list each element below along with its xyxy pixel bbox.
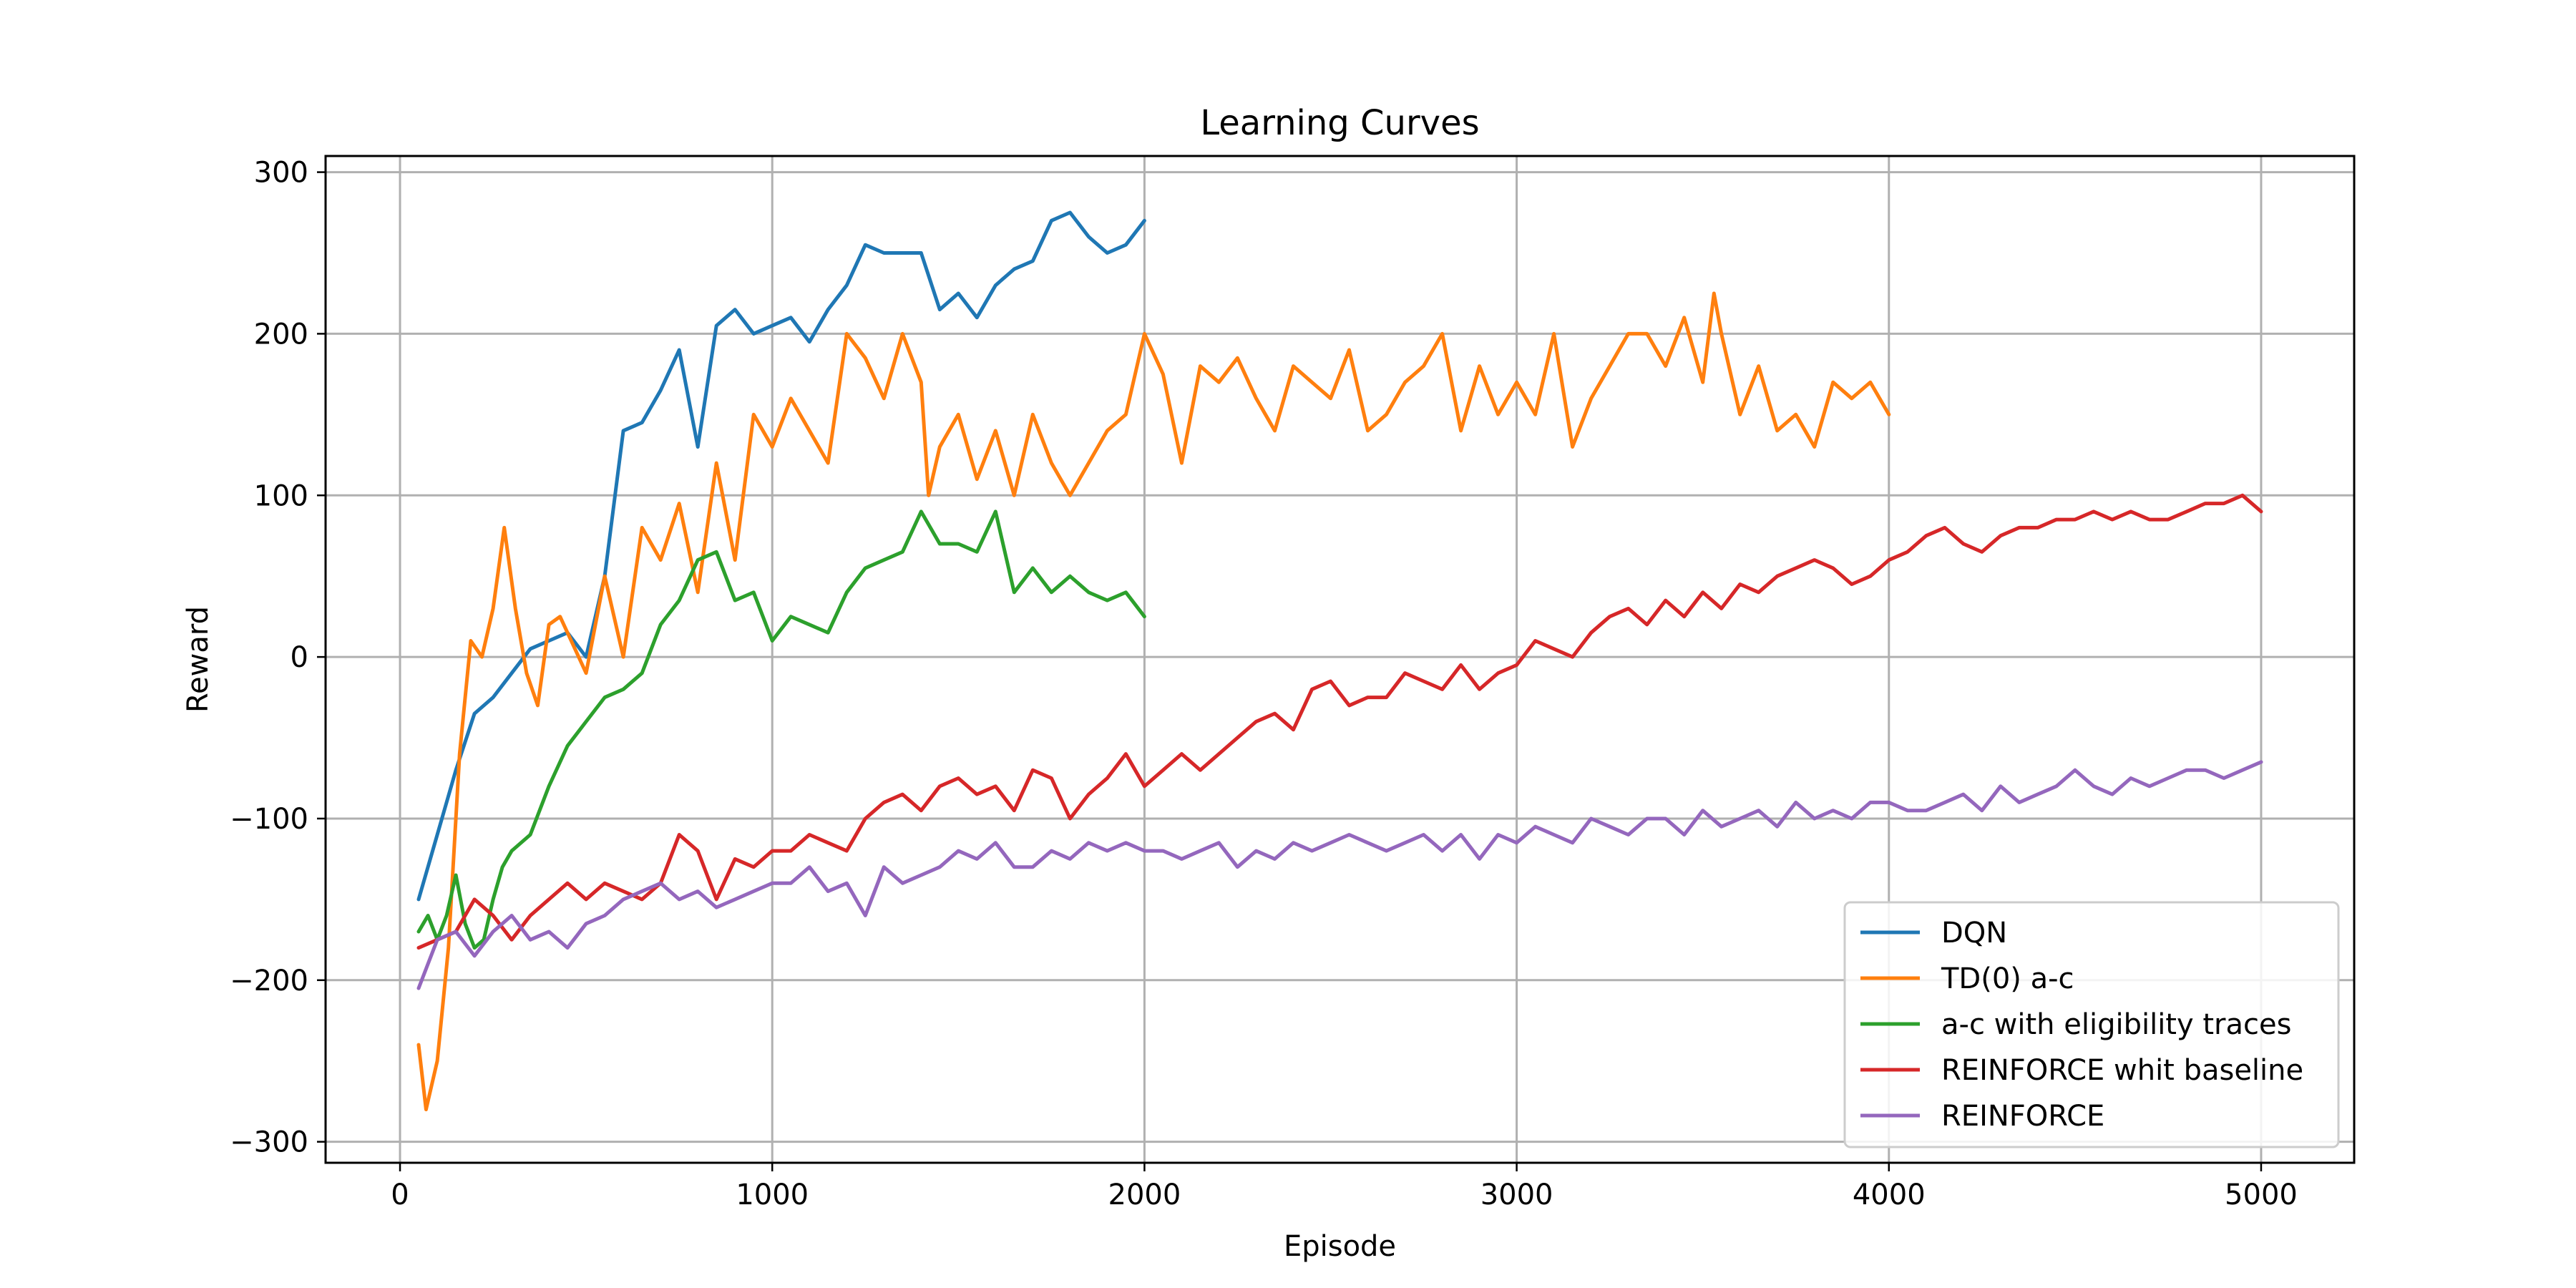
legend: DQN TD(0) a-c a-c with eligibility traces R… bbox=[1843, 901, 2340, 1148]
legend-label: REINFORCE bbox=[1941, 1100, 2104, 1133]
series-line bbox=[416, 210, 1146, 902]
x-tick-label: 4000 bbox=[1853, 1179, 1926, 1211]
series-lines bbox=[416, 210, 2263, 1111]
y-tick-label: 100 bbox=[254, 479, 308, 512]
legend-label: TD(0) a-c bbox=[1941, 962, 2074, 995]
x-tick-label: 2000 bbox=[1108, 1179, 1181, 1211]
legend-label: REINFORCE whit baseline bbox=[1941, 1054, 2303, 1087]
series-line bbox=[416, 493, 2263, 950]
x-axis-label: Episode bbox=[1284, 1230, 1396, 1263]
chart-title: Learning Curves bbox=[1200, 103, 1479, 143]
legend-label: DQN bbox=[1941, 917, 2007, 950]
x-tick-label: 0 bbox=[391, 1179, 409, 1211]
axis-ticks: 0 1000 2000 3000 4000 5000 −300 −200 −100 0 100 200… bbox=[230, 157, 2298, 1211]
y-tick-label: 0 bbox=[291, 641, 308, 674]
x-tick-label: 5000 bbox=[2225, 1179, 2298, 1211]
grid-lines bbox=[326, 156, 2354, 1163]
y-tick-label: 300 bbox=[254, 157, 308, 190]
y-tick-label: −200 bbox=[230, 965, 308, 997]
y-axis-label: Reward bbox=[182, 606, 215, 713]
series-line bbox=[416, 509, 1146, 950]
y-tick-label: 200 bbox=[254, 318, 308, 351]
legend-box bbox=[1843, 901, 2340, 1148]
plot-frame bbox=[324, 155, 2356, 1164]
y-tick-label: −100 bbox=[230, 803, 308, 836]
x-tick-label: 3000 bbox=[1480, 1179, 1553, 1211]
legend-label: a-c with eligibility traces bbox=[1941, 1008, 2291, 1041]
x-tick-label: 1000 bbox=[736, 1179, 809, 1211]
series-line bbox=[416, 291, 1891, 1111]
y-tick-label: −300 bbox=[230, 1126, 308, 1159]
series-line bbox=[416, 760, 2263, 990]
